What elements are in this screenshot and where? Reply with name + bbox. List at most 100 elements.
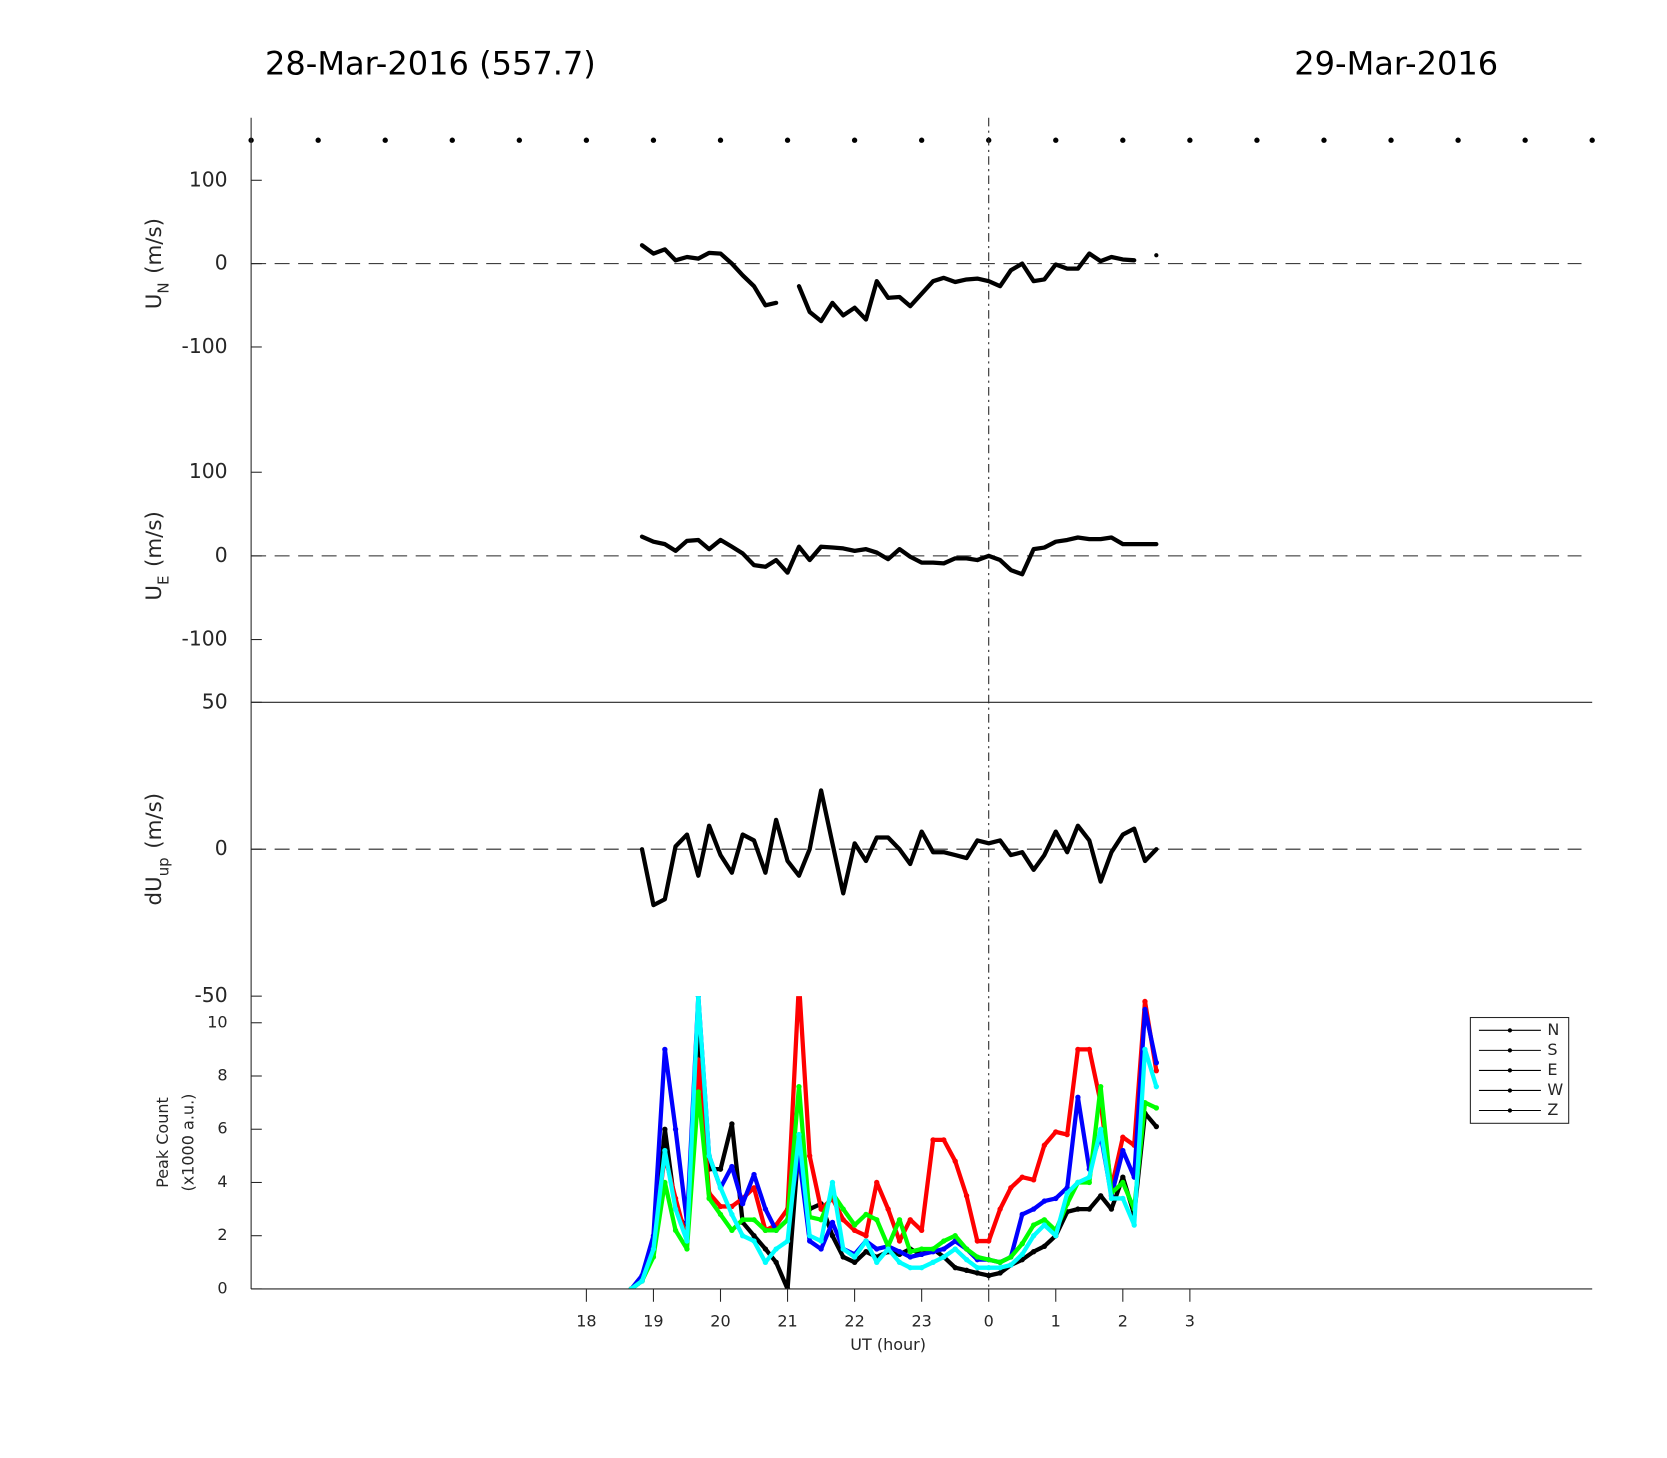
data-point <box>851 1254 858 1260</box>
data-point <box>1153 1068 1160 1074</box>
data-point <box>986 1256 992 1263</box>
x-tick-label: 20 <box>710 1312 730 1331</box>
x-tick-label: 19 <box>643 1312 663 1331</box>
data-point <box>863 1249 869 1255</box>
data-point <box>784 1238 791 1244</box>
data-point <box>1019 1174 1025 1180</box>
y-label-main: U <box>142 294 167 310</box>
data-point <box>729 1163 735 1170</box>
data-point <box>986 1238 992 1244</box>
data-point <box>997 1264 1003 1271</box>
data-point <box>863 1238 869 1244</box>
data-point <box>952 1158 958 1164</box>
data-point <box>662 1179 668 1186</box>
legend-dot <box>1507 1048 1513 1053</box>
data-point <box>639 1278 645 1284</box>
data-point <box>851 1222 858 1228</box>
data-point <box>1098 1193 1104 1199</box>
legend-label: Z <box>1547 1100 1558 1119</box>
data-point <box>974 1264 980 1271</box>
y-tick-label: 0 <box>217 1278 227 1297</box>
data-point <box>1053 1195 1059 1202</box>
data-point <box>907 1217 913 1223</box>
hour-dot <box>717 137 724 143</box>
y-tick-label: 0 <box>215 251 228 275</box>
data-point <box>1030 1206 1037 1212</box>
data-point <box>818 1238 824 1244</box>
plot-area <box>628 996 1160 1289</box>
hour-dot <box>1254 137 1260 143</box>
data-point <box>662 1046 668 1053</box>
data-point <box>829 1233 836 1239</box>
data-point <box>1086 1179 1092 1186</box>
data-point <box>684 1238 690 1244</box>
y-label-unit: (m/s) <box>142 511 167 567</box>
data-point <box>907 1249 913 1255</box>
data-point <box>1120 1174 1126 1180</box>
data-point <box>986 1264 992 1271</box>
data-line <box>629 996 1159 1289</box>
data-point <box>1030 1249 1037 1255</box>
hour-dot <box>1053 137 1059 143</box>
data-point <box>952 1233 958 1239</box>
data-point <box>997 1270 1003 1276</box>
data-point <box>796 1131 802 1138</box>
data-point <box>1008 1254 1014 1260</box>
data-point <box>885 1246 891 1252</box>
data-point <box>751 1233 757 1239</box>
data-point <box>1064 1131 1070 1138</box>
legend-label: E <box>1547 1060 1557 1079</box>
data-point <box>1053 1129 1059 1135</box>
data-point <box>829 1179 836 1186</box>
data-point <box>1086 1174 1092 1180</box>
x-tick-label: 3 <box>1185 1312 1195 1331</box>
legend-dot <box>1507 1108 1513 1113</box>
data-point <box>896 1217 903 1223</box>
data-point <box>963 1256 970 1263</box>
y-label-sub: E <box>154 576 172 585</box>
y-tick-label: 6 <box>217 1119 227 1138</box>
hour-dot <box>1321 137 1327 143</box>
data-point <box>762 1259 769 1265</box>
data-point <box>807 1153 813 1159</box>
hour-dot <box>1187 137 1193 143</box>
y-axis-label: dUup (m/s) <box>142 793 172 906</box>
y-tick-label: 100 <box>189 167 228 191</box>
data-point <box>717 1185 724 1191</box>
y-tick-label: 8 <box>217 1066 227 1085</box>
data-point <box>773 1227 779 1234</box>
data-point <box>974 1270 980 1276</box>
data-point <box>751 1171 757 1178</box>
data-point <box>885 1206 891 1212</box>
data-point <box>1075 1206 1081 1212</box>
data-point <box>1142 1006 1148 1013</box>
y-tick-label: 2 <box>217 1225 227 1244</box>
y-tick-label: 0 <box>215 836 228 860</box>
data-point <box>918 1251 925 1258</box>
y-label-sub: up <box>154 857 172 876</box>
y-label-unit: (m/s) <box>142 793 167 849</box>
data-point <box>1153 1105 1160 1111</box>
hour-dot <box>1388 137 1394 143</box>
data-point <box>1075 1179 1081 1186</box>
data-point <box>672 1206 679 1212</box>
data-point <box>1041 1222 1048 1228</box>
data-point <box>896 1238 903 1244</box>
hour-dot <box>851 137 858 143</box>
data-point <box>807 1233 813 1239</box>
data-point <box>907 1254 913 1260</box>
legend-dot <box>1507 1068 1513 1073</box>
data-point <box>863 1211 869 1218</box>
data-point <box>840 1217 846 1223</box>
data-point <box>1086 1046 1092 1053</box>
data-point <box>952 1264 958 1271</box>
data-point <box>874 1179 880 1186</box>
x-tick-label: 22 <box>844 1312 864 1331</box>
x-tick-label: 0 <box>984 1312 994 1331</box>
data-line <box>639 243 1159 324</box>
data-point <box>1075 1046 1081 1053</box>
data-point <box>1041 1217 1048 1223</box>
y-tick-label: 4 <box>217 1172 227 1191</box>
hour-dot <box>1120 137 1126 143</box>
x-tick-label: 23 <box>911 1312 931 1331</box>
